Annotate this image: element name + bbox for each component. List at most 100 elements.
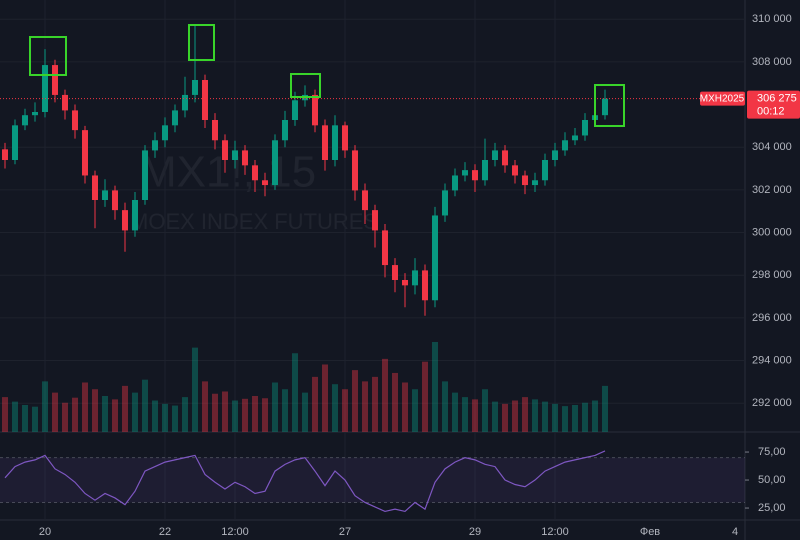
candle-body — [342, 125, 348, 151]
y-tick-label: 304 000 — [752, 141, 792, 153]
candle-body — [392, 265, 398, 280]
volume-bar — [592, 400, 598, 432]
volume-bar — [422, 361, 428, 432]
candle-body — [232, 150, 238, 160]
candle-body — [512, 165, 518, 176]
volume-bar — [552, 403, 558, 432]
watermark-desc: MOEX INDEX FUTURES — [130, 209, 378, 234]
candle-body — [452, 175, 458, 191]
volume-bar — [182, 397, 188, 432]
candle-body — [312, 94, 318, 126]
candle-body — [332, 125, 338, 160]
volume-bar — [602, 385, 608, 432]
volume-bar — [282, 389, 288, 432]
volume-bar — [72, 397, 78, 432]
symbol-tag: MXH2025 — [700, 93, 745, 104]
y-tick-label: 310 000 — [752, 13, 792, 25]
volume-bar — [572, 405, 578, 432]
candle-body — [432, 215, 438, 301]
volume-bar — [332, 384, 338, 432]
highlight-box — [188, 24, 215, 61]
volume-bar — [212, 393, 218, 432]
volume-bar — [52, 392, 58, 432]
volume-bar — [162, 403, 168, 432]
candle-body — [212, 120, 218, 141]
symbol-tag-bg — [700, 91, 745, 106]
price-tag-bg — [747, 90, 800, 119]
candle-body — [582, 120, 588, 136]
rsi-line — [4, 450, 606, 513]
candle-body — [532, 180, 538, 186]
candle-body — [152, 140, 158, 151]
volume-bar — [272, 382, 278, 432]
highlight-box — [29, 36, 67, 76]
candle-body — [322, 125, 328, 160]
volume-bar — [472, 399, 478, 432]
candle-body — [262, 180, 268, 186]
x-tick-label: 4 — [732, 526, 738, 538]
x-tick-label: 12:00 — [221, 526, 249, 538]
y-tick-label: 292 000 — [752, 397, 792, 409]
volume-bar — [132, 392, 138, 432]
candle-body — [12, 125, 18, 160]
x-tick-label: 29 — [469, 526, 481, 538]
candle-body — [522, 175, 528, 186]
x-tick-label: 20 — [39, 526, 51, 538]
candle-body — [192, 80, 198, 95]
y-tick-label: 294 000 — [752, 354, 792, 366]
candle-body — [132, 200, 138, 231]
volume-bar — [242, 398, 248, 432]
volume-bar — [112, 399, 118, 432]
volume-bar — [502, 403, 508, 432]
candle-body — [352, 150, 358, 191]
candle-body — [182, 94, 188, 111]
volume-bar — [402, 382, 408, 432]
candle-body — [422, 270, 428, 301]
candle-body — [382, 230, 388, 266]
volume-bar — [382, 358, 388, 432]
candle-body — [112, 190, 118, 211]
x-tick-label: Фев — [640, 526, 660, 538]
candle-body — [602, 98, 608, 116]
volume-bar — [202, 381, 208, 432]
candle-body — [242, 150, 248, 166]
volume-bar — [142, 379, 148, 432]
candle-body — [22, 115, 28, 126]
volume-bar — [102, 396, 108, 432]
highlight-box — [290, 73, 321, 98]
y-tick-label: 302 000 — [752, 184, 792, 196]
candle-body — [412, 270, 418, 286]
candle-body — [252, 165, 258, 181]
volume-bar — [532, 399, 538, 432]
y-tick-label: 308 000 — [752, 56, 792, 68]
volume-bar — [292, 353, 298, 432]
candle-body — [562, 140, 568, 151]
volume-bar — [222, 391, 228, 432]
candle-body — [282, 120, 288, 141]
candle-body — [82, 130, 88, 176]
watermark-symbol: MX1!, 15 — [140, 148, 316, 197]
y-tick-label: 300 000 — [752, 226, 792, 238]
candle-body — [202, 80, 208, 120]
volume-bar — [42, 381, 48, 432]
candle-body — [122, 210, 128, 231]
volume-bar — [152, 400, 158, 432]
volume-bar — [92, 389, 98, 432]
candle-body — [72, 110, 78, 131]
candle-body — [222, 140, 228, 160]
volume-bar — [172, 405, 178, 432]
candle-body — [62, 94, 68, 111]
volume-bar — [462, 397, 468, 432]
candle-body — [372, 210, 378, 231]
candle-body — [32, 112, 38, 116]
countdown: 00:12 — [757, 106, 785, 118]
candle-body — [172, 110, 178, 126]
candle-body — [502, 150, 508, 166]
candle-body — [572, 135, 578, 141]
volume-bar — [452, 392, 458, 432]
volume-bar — [302, 392, 308, 432]
volume-bar — [252, 396, 258, 432]
